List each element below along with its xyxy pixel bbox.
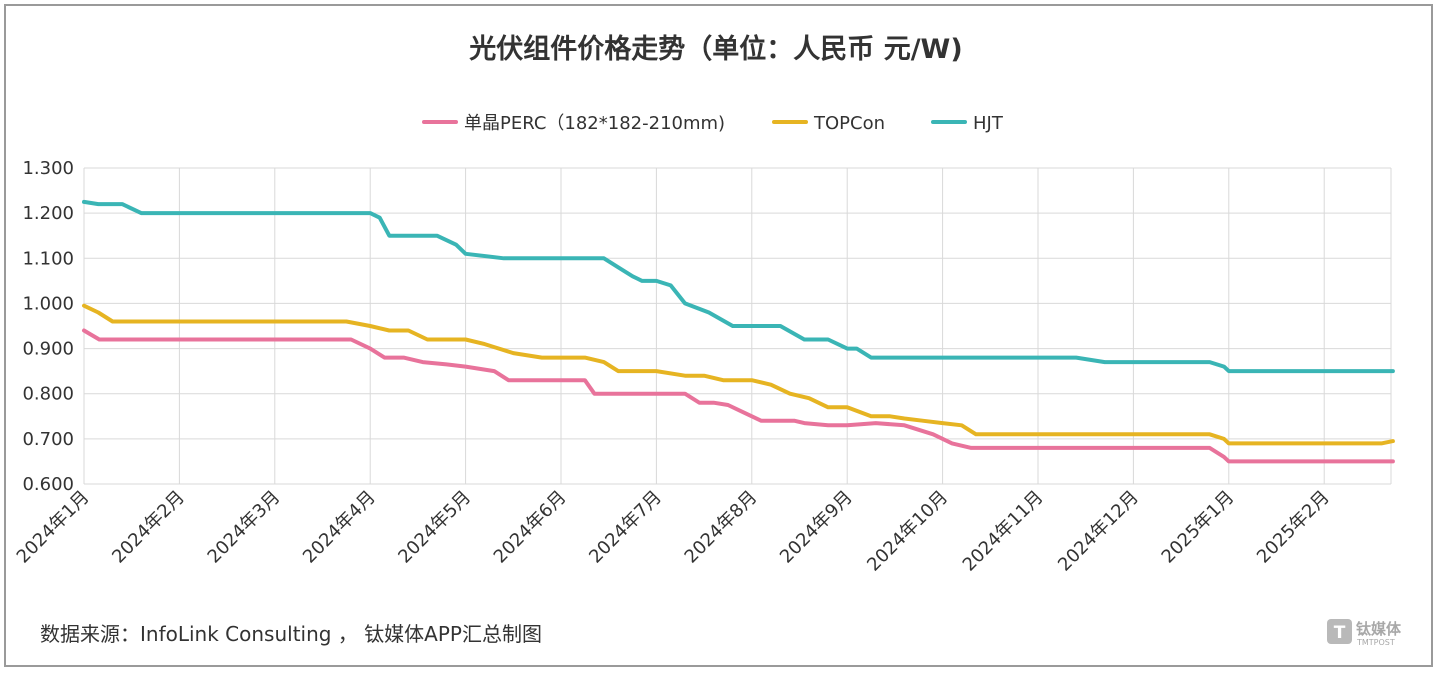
series-line-2 — [82, 199, 1395, 374]
watermark-logo: T 钛媒体 TMTPOST — [1327, 619, 1402, 647]
y-tick-label: 1.300 — [22, 158, 74, 179]
x-tick-label: 2025年2月 — [1253, 487, 1334, 568]
x-axis: 2024年1月 2024年2月 2024年3月 2024年4月 2024年5月 2024年… — [13, 487, 1334, 576]
x-tick-label: 2024年9月 — [776, 487, 857, 568]
x-tick-label: 2024年2月 — [108, 487, 189, 568]
x-tick-label: 2024年12月 — [1054, 487, 1143, 576]
gridlines — [83, 167, 1392, 485]
x-tick-label: 2024年7月 — [585, 487, 666, 568]
chart-title: 光伏组件价格走势（单位：人民币 元/W) — [468, 33, 962, 65]
x-tick-label: 2025年1月 — [1158, 487, 1239, 568]
y-tick-label: 0.700 — [22, 429, 74, 450]
legend-label-2: HJT — [973, 113, 1004, 134]
x-tick-label: 2024年6月 — [490, 487, 571, 568]
x-tick-label: 2024年1月 — [13, 487, 94, 568]
y-axis: 1.300 1.200 1.100 1.000 0.900 0.800 0.700 0.600 — [22, 158, 74, 495]
x-tick-label: 2024年5月 — [394, 487, 475, 568]
series-lines — [82, 199, 1395, 464]
x-tick-label: 2024年3月 — [204, 487, 285, 568]
chart-svg: 光伏组件价格走势（单位：人民币 元/W) 单晶PERC（182*182-210m… — [13, 33, 1402, 647]
chart-frame: 光伏组件价格走势（单位：人民币 元/W) 单晶PERC（182*182-210m… — [4, 4, 1433, 667]
y-tick-label: 1.100 — [22, 248, 74, 269]
watermark-name: 钛媒体 — [1356, 620, 1402, 638]
legend-label-0: 单晶PERC（182*182-210mm) — [464, 113, 725, 134]
watermark-sub: TMTPOST — [1356, 638, 1395, 647]
watermark-logo-glyph: T — [1334, 623, 1346, 643]
legend-label-1: TOPCon — [813, 113, 885, 134]
legend: 单晶PERC（182*182-210mm) TOPCon HJT — [422, 113, 1004, 134]
series-line-0 — [82, 328, 1395, 464]
y-tick-label: 0.800 — [22, 384, 74, 405]
x-tick-label: 2024年8月 — [681, 487, 762, 568]
x-tick-label: 2024年4月 — [299, 487, 380, 568]
series-line-1 — [82, 303, 1395, 446]
y-tick-label: 0.900 — [22, 339, 74, 360]
y-tick-label: 1.000 — [22, 293, 74, 314]
watermark-logo-icon — [1327, 619, 1352, 644]
y-tick-label: 0.600 — [22, 474, 74, 495]
y-tick-label: 1.200 — [22, 203, 74, 224]
x-tick-label: 2024年11月 — [959, 487, 1048, 576]
source-note: 数据来源：InfoLink Consulting ， 钛媒体APP汇总制图 — [40, 622, 542, 646]
x-tick-label: 2024年10月 — [863, 487, 952, 576]
